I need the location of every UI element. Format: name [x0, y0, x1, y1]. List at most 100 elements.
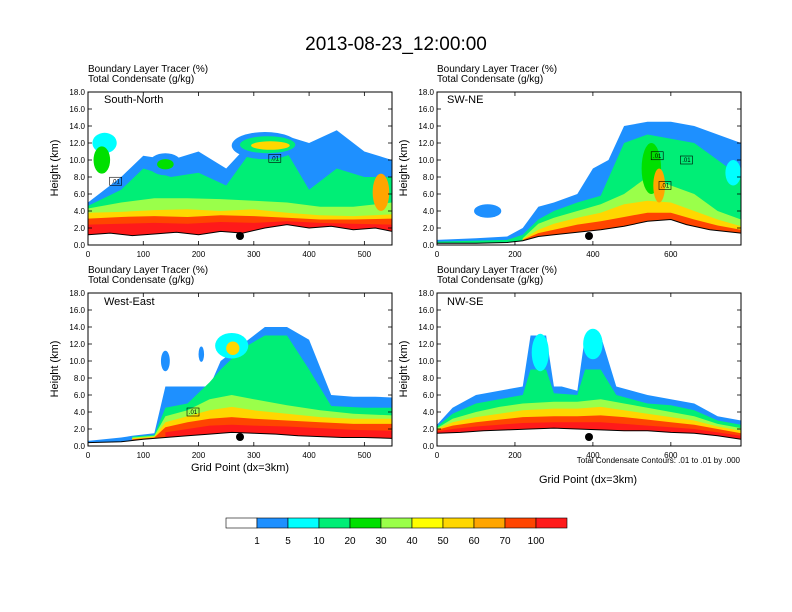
- panel-1-cloud-patch-3: [725, 160, 741, 186]
- legend-swatch: [349, 517, 382, 529]
- panel-2-ytick-label: 6.0: [74, 391, 86, 400]
- panel-nw-se: Boundary Layer Tracer (%) Total Condensa…: [398, 265, 742, 486]
- panel-2-ytick-label: 14.0: [69, 323, 85, 332]
- panel-0-contour-label-1: .01: [271, 157, 280, 163]
- legend-swatch: [287, 517, 320, 529]
- panel-0-ytick-label: 12.0: [69, 139, 85, 148]
- panel-0-ytick-label: 14.0: [69, 122, 85, 131]
- panel-1-contour-label-box-1: [680, 155, 693, 165]
- panel-1-contour-label-2: .01: [661, 184, 670, 190]
- panel-2-contour-label-0: .01: [189, 410, 198, 416]
- legend-label: 50: [437, 536, 449, 547]
- panel-2-ytick-label: 12.0: [69, 340, 85, 349]
- panel-3-ytick-label: 4.0: [423, 408, 435, 417]
- figure-title: 2013-08-23_12:00:00: [305, 34, 487, 55]
- legend-label: 60: [468, 536, 480, 547]
- panel-0-cloud-patch-4: [157, 159, 174, 170]
- panel-0-y-axis-label: Height (km): [49, 140, 61, 197]
- panel-2-xtick-label: 200: [192, 451, 206, 460]
- panel-south-north: Boundary Layer Tracer (%) Total Condensa…: [49, 64, 393, 259]
- panel-3-plot-area: 0.0 2.0 4.0 6.0 8.0 10.0 12.0 14.0 16.0 18.0 0 200 4…: [418, 289, 742, 460]
- panel-2-subtitle-2: Total Condensate (g/kg): [88, 275, 194, 286]
- panel-0-ytick-label: 16.0: [69, 105, 85, 114]
- panel-0-cloud-patch-2: [251, 141, 290, 150]
- panel-2-location-marker: [236, 433, 244, 441]
- panel-0-frame: [87, 91, 393, 246]
- legend-label: 30: [375, 536, 387, 547]
- panel-2-cloud-patch-3: [226, 341, 240, 356]
- panel-2-xtick-label: 100: [137, 451, 151, 460]
- panel-1-ytick-label: 18.0: [418, 88, 434, 97]
- panel-3-xtick-label: 200: [508, 451, 522, 460]
- panel-1-ytick-label: 2.0: [423, 224, 435, 233]
- panel-3-xtick-label: 600: [664, 451, 678, 460]
- panel-1-ytick-label: 4.0: [423, 207, 435, 216]
- panel-0-cloud-patch-6: [93, 146, 111, 174]
- panel-3-y-axis-label: Height (km): [398, 341, 410, 398]
- panel-1-ytick-label: 14.0: [418, 122, 434, 131]
- panel-3-cloud-patch-2: [583, 328, 603, 360]
- panel-2-cloud-patch-0: [160, 350, 170, 372]
- legend-swatch: [442, 517, 475, 529]
- panel-1-frame: [436, 91, 742, 246]
- panel-3-ytick-label: 16.0: [418, 306, 434, 315]
- legend-label: 70: [499, 536, 511, 547]
- legend-swatch: [504, 517, 537, 529]
- panel-3-ytick-label: 8.0: [423, 374, 435, 383]
- panel-0-contour-label-0: .01: [111, 179, 120, 185]
- panel-1-ytick-label: 6.0: [423, 190, 435, 199]
- panel-1-ytick-label: 16.0: [418, 105, 434, 114]
- panel-0-xtick-label: 300: [247, 250, 261, 259]
- panel-0-contour-label-box-1: [268, 154, 282, 163]
- legend-swatch: [256, 517, 289, 529]
- panel-1-location-marker: [585, 232, 593, 240]
- panel-0-xtick-label: 200: [192, 250, 206, 259]
- panel-1-contour-label-box-0: [650, 151, 664, 161]
- panel-0-ytick-label: 6.0: [74, 190, 86, 199]
- legend-label: 5: [285, 536, 291, 547]
- panel-2-cross-section-label: West-East: [104, 296, 155, 308]
- panel-sw-ne: Boundary Layer Tracer (%) Total Condensa…: [398, 64, 742, 259]
- panel-2-xtick-label: 0: [86, 451, 91, 460]
- panel-1-ytick-label: 8.0: [423, 173, 435, 182]
- legend-label: 40: [406, 536, 418, 547]
- panel-2-xtick-label: 500: [358, 451, 372, 460]
- panel-0-subtitle-1: Boundary Layer Tracer (%): [88, 64, 208, 75]
- panel-3-ytick-label: 18.0: [418, 289, 434, 298]
- panel-0-ytick-label: 4.0: [74, 207, 86, 216]
- panel-2-x-axis-label: Grid Point (dx=3km): [191, 462, 289, 474]
- panel-3-field: [437, 328, 741, 446]
- panel-3-subtitle-2: Total Condensate (g/kg): [437, 275, 543, 286]
- panel-3-ytick-label: 12.0: [418, 340, 434, 349]
- legend-label: 1: [254, 536, 260, 547]
- panel-1-plot-area: .01 .01 .01 0.0 2.0 4.0 6.0 8.0 10.0 12.0 14.0 16.0…: [418, 88, 742, 259]
- panel-2-cloud-patch-1: [198, 346, 205, 362]
- panel-0-contour-label-box-0: [109, 176, 122, 186]
- panel-1-cloud-patch-0: [474, 204, 502, 218]
- panel-2-subtitle-1: Boundary Layer Tracer (%): [88, 265, 208, 276]
- panel-2-ytick-label: 16.0: [69, 306, 85, 315]
- panel-1-ytick-label: 0.0: [423, 241, 435, 250]
- panel-2-y-axis-label: Height (km): [49, 341, 61, 398]
- legend-label: 10: [313, 536, 325, 547]
- panel-1-subtitle-2: Total Condensate (g/kg): [437, 74, 543, 85]
- panel-3-ytick-label: 2.0: [423, 425, 435, 434]
- panel-3-cross-section-label: NW-SE: [447, 296, 483, 308]
- panel-1-xtick-label: 200: [508, 250, 522, 259]
- panel-1-y-axis-label: Height (km): [398, 140, 410, 197]
- panel-west-east: Boundary Layer Tracer (%) Total Condensa…: [49, 265, 393, 474]
- panel-3-ytick-label: 0.0: [423, 442, 435, 451]
- panel-0-xtick-label: 0: [86, 250, 91, 259]
- panel-3-x-axis-label: Grid Point (dx=3km): [539, 474, 637, 486]
- panel-1-contour-label-0: .01: [653, 154, 662, 160]
- contour-note: Total Condensate Contours: .01 to .01 by…: [577, 456, 741, 465]
- panel-0-cloud-patch-7: [372, 173, 390, 211]
- legend-swatch: [225, 517, 258, 529]
- panel-3-ytick-label: 10.0: [418, 357, 434, 366]
- panel-0-xtick-label: 400: [302, 250, 316, 259]
- legend-swatch: [380, 517, 413, 529]
- panel-0-cross-section-label: South-North: [104, 94, 163, 106]
- panel-2-frame: [87, 292, 393, 447]
- legend-swatch: [318, 517, 351, 529]
